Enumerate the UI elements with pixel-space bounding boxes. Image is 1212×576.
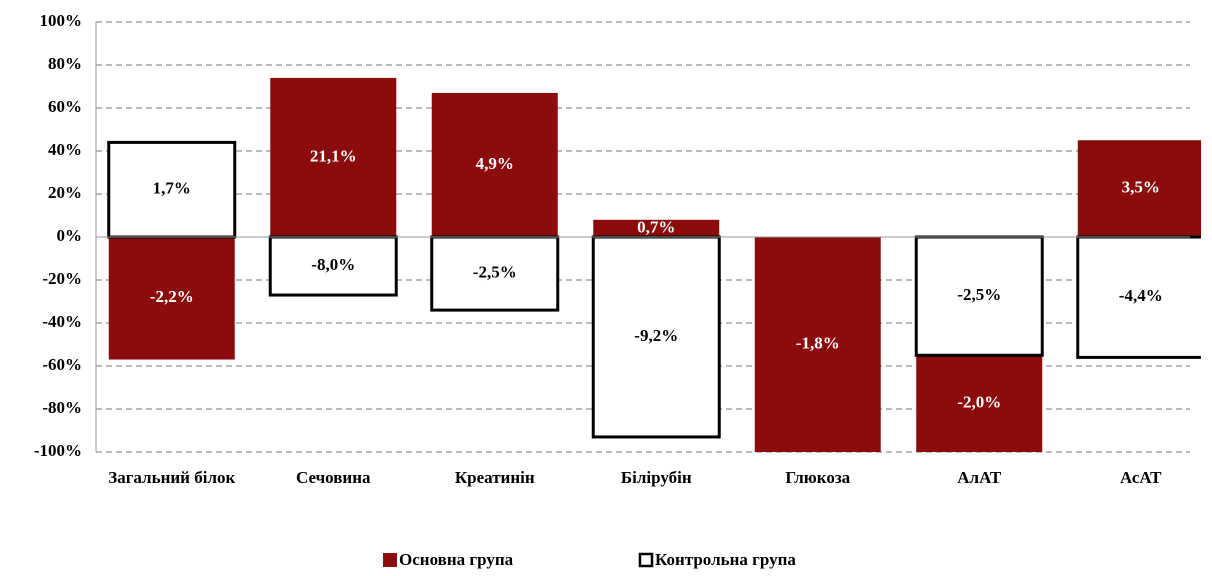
data-label: -8,0% — [311, 255, 355, 274]
y-tick-label: 80% — [48, 54, 82, 73]
y-tick-label: -80% — [42, 398, 82, 417]
bar — [108, 237, 235, 360]
y-tick-label: 40% — [48, 140, 82, 159]
legend-swatch — [638, 552, 654, 568]
bar — [593, 219, 720, 237]
y-tick-label: -40% — [42, 312, 82, 331]
data-label: -9,2% — [634, 326, 678, 345]
data-label: -2,0% — [957, 393, 1001, 412]
bar — [270, 77, 397, 238]
legend-swatch — [383, 553, 397, 567]
data-label: -2,5% — [473, 262, 517, 281]
y-tick-label: -20% — [42, 269, 82, 288]
y-tick-label: 20% — [48, 183, 82, 202]
x-tick-label: АлАТ — [957, 468, 1002, 487]
data-label: -2,2% — [150, 287, 194, 306]
y-tick-label: 60% — [48, 97, 82, 116]
bar — [1077, 140, 1201, 237]
data-label: 21,1% — [310, 146, 357, 165]
data-label: -1,8% — [796, 333, 840, 352]
x-tick-label: Білірубін — [620, 468, 692, 487]
x-tick-label: Креатинін — [454, 468, 535, 487]
legend-label: Основна група — [399, 550, 514, 569]
data-label: -4,4% — [1119, 286, 1163, 305]
data-label: -2,5% — [957, 285, 1001, 304]
data-label: 1,7% — [153, 179, 191, 198]
y-tick-label: 100% — [40, 11, 83, 30]
bar — [107, 140, 237, 239]
bar — [591, 235, 721, 439]
y-tick-label: 0% — [57, 226, 83, 245]
bar — [1076, 235, 1201, 359]
x-tick-label: Загальний білок — [108, 468, 236, 487]
labels: -100% -80% -60% -40% -20% 0% 20% 40% 60% 80% 100% -… — [34, 11, 1190, 569]
bar — [268, 235, 398, 297]
plot-area — [107, 77, 1201, 452]
x-tick-label: Сечовина — [295, 468, 371, 487]
data-label: 3,5% — [1122, 178, 1160, 197]
legend-label: Контрольна група — [655, 550, 796, 569]
x-tick-label: Глюкоза — [785, 468, 851, 487]
bar — [431, 92, 558, 237]
bar — [430, 235, 560, 312]
x-tick-label: АсАТ — [1119, 468, 1162, 487]
data-label: 0,7% — [637, 217, 675, 236]
y-tick-label: -60% — [42, 355, 82, 374]
data-label: 4,9% — [476, 154, 514, 173]
bar — [914, 235, 1044, 357]
y-tick-label: -100% — [34, 441, 82, 460]
bar — [754, 237, 881, 452]
